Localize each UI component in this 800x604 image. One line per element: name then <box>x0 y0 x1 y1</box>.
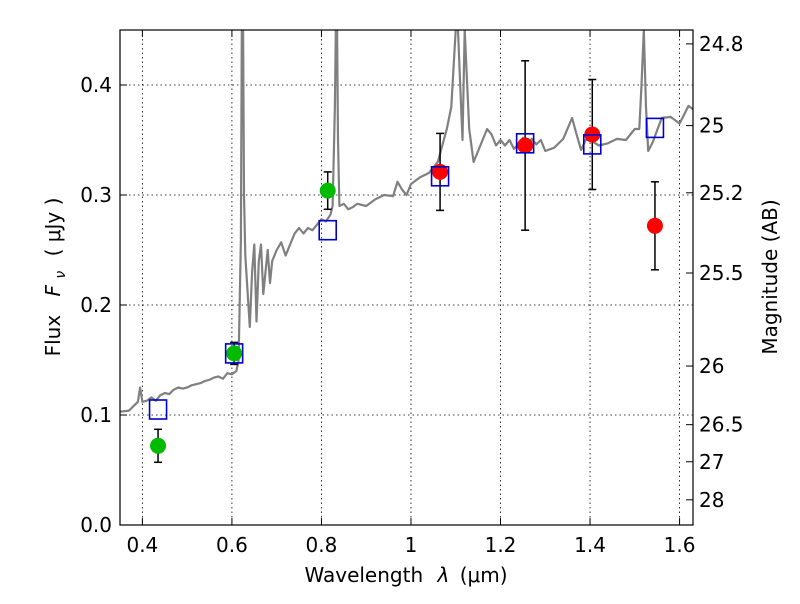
synthetic-square <box>148 399 168 420</box>
green-data-point <box>319 182 336 199</box>
model-spectrum-line <box>120 30 693 413</box>
x-axis-title: Wavelength λ (μm) <box>304 563 507 587</box>
y-axis-title-text: Flux <box>41 315 65 357</box>
red-data-point <box>517 137 534 154</box>
y-axis-title: Flux F ν ( μJy ) <box>41 198 70 357</box>
green-data-point <box>150 437 167 454</box>
y-axis-title-symbol: F <box>41 284 65 296</box>
synthetic-square <box>318 219 338 241</box>
x-axis-title-unit: (μm) <box>460 563 508 587</box>
y-tick-label: 0.3 <box>80 183 112 207</box>
synthetic-square <box>224 343 244 364</box>
red-data-point <box>432 163 449 180</box>
y2-tick-label: 24.8 <box>699 32 744 56</box>
x-tick-label: 0.4 <box>126 533 158 557</box>
y-tick-label: 0.2 <box>80 293 112 317</box>
x-tick-label: 0.6 <box>216 533 248 557</box>
red-data-point <box>646 217 663 234</box>
x-tick-label: 0.8 <box>306 533 338 557</box>
x-axis-title-symbol: λ <box>437 563 450 587</box>
data-points <box>150 126 663 454</box>
green-data-point <box>226 345 243 362</box>
x-tick-label: 1.2 <box>485 533 517 557</box>
y2-axis-title: Magnitude (AB) <box>758 199 782 354</box>
grid-lines <box>120 30 693 525</box>
axis-ticks <box>120 30 693 526</box>
y2-tick-label: 27 <box>699 450 724 474</box>
y2-tick-label: 25 <box>699 114 724 138</box>
synthetic-square <box>430 166 450 187</box>
error-bars <box>154 60 659 464</box>
synthetic-square <box>582 134 602 155</box>
x-tick-label: 1.4 <box>574 533 606 557</box>
synthetic-boxes <box>148 117 665 420</box>
y2-tick-label: 25.5 <box>699 261 744 285</box>
y2-tick-label: 25.2 <box>699 181 744 205</box>
y-axis-title-subscript: ν <box>53 271 69 279</box>
x-axis-title-text: Wavelength <box>304 563 423 587</box>
y2-tick-label: 26.5 <box>699 413 744 437</box>
synthetic-square <box>515 133 535 154</box>
model-spectrum <box>120 30 693 413</box>
y-axis-title-unit: ( μJy ) <box>41 198 65 257</box>
y2-tick-label: 26 <box>699 354 724 378</box>
y-tick-label: 0.1 <box>80 403 112 427</box>
y-tick-label: 0.0 <box>80 513 112 537</box>
y-tick-label: 0.4 <box>80 73 112 97</box>
y2-tick-label: 28 <box>699 488 724 512</box>
plot-frame <box>119 29 694 526</box>
synthetic-square <box>645 117 665 139</box>
x-tick-label: 1.6 <box>664 533 696 557</box>
x-tick-label: 1 <box>405 533 418 557</box>
tick-labels: 0.4 0.6 0.8 1 1.2 1.4 1.6 0.0 0.1 0.2 0.3 0.4 24.8 25… <box>80 32 743 557</box>
